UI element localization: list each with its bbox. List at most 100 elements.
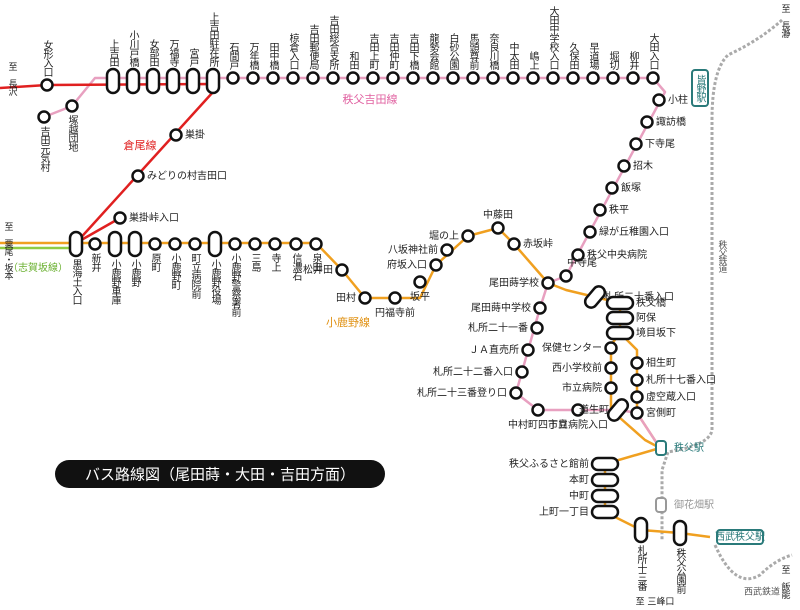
stop-marker <box>40 78 54 92</box>
stop-label: 中村町四丁目 <box>508 418 568 431</box>
stop-label: 小柱 <box>668 93 688 106</box>
stop-marker <box>226 71 240 85</box>
stop-label: 女形入口 <box>41 39 53 77</box>
stop-marker <box>672 519 688 547</box>
stop-label: ＪＡ直売所 <box>469 343 519 356</box>
stop-label: 和田 <box>347 51 359 70</box>
station-label: 秩父駅 <box>674 442 704 454</box>
stop-label: 坂平 <box>410 291 430 303</box>
stop-label: 秩父中央病院 <box>587 248 647 261</box>
stop-marker <box>309 237 323 251</box>
stop-label: 吉田郵便局 <box>307 24 319 71</box>
stop-marker <box>630 390 644 404</box>
stop-label: 札所二十一番 <box>468 321 528 334</box>
stop-label: 尾田蒔学校 <box>489 276 539 289</box>
station-label: 皆野駅 <box>694 74 706 103</box>
line-label: 倉尾線 <box>124 138 157 152</box>
stop-label: 万年橋 <box>247 42 259 71</box>
direction: 至 長沢 <box>7 62 18 97</box>
stop-marker <box>169 128 183 142</box>
stop-label: 新井 <box>89 252 101 273</box>
stop-label: 万福寺 <box>167 39 179 67</box>
stop-label: 松井田 <box>303 263 333 276</box>
stop-label: 原町 <box>149 253 161 272</box>
stop-label: 尾田蒔中学校 <box>471 301 531 314</box>
stop-label: 信濃石 <box>290 253 302 281</box>
stop-marker <box>566 71 580 85</box>
stop-marker <box>131 169 145 183</box>
stop-marker <box>289 237 303 251</box>
stop-label: 円福寺前 <box>375 306 415 319</box>
stop-marker <box>590 472 620 488</box>
stop-marker <box>546 71 560 85</box>
stop-marker <box>652 93 666 107</box>
stop-marker <box>515 365 529 379</box>
stop-marker <box>617 159 631 173</box>
stop-label: 小鹿野町 <box>169 253 181 290</box>
stop-marker <box>605 325 635 341</box>
stop-label: 吉田下橋 <box>407 33 419 71</box>
stop-label: 堀切 <box>607 51 619 71</box>
stop-label: 下寺尾 <box>645 138 675 150</box>
stop-marker <box>626 71 640 85</box>
stop-label: 宮戸 <box>187 47 199 68</box>
stop-label: 飯塚 <box>621 181 641 194</box>
seibu-railway <box>713 544 793 581</box>
stop-label: 西小学校前 <box>552 361 602 374</box>
stop-marker <box>266 71 280 85</box>
stop-marker <box>148 237 162 251</box>
stop-marker <box>604 341 618 355</box>
stop-label: 上吉田駐在所 <box>207 12 219 68</box>
stop-marker <box>358 291 372 305</box>
stop-label: 札所二十二番入口 <box>433 365 513 378</box>
stop-label: 秩平 <box>609 204 629 216</box>
line-label: 小鹿野線 <box>326 315 370 329</box>
line-label: 秩父吉田線 <box>343 92 398 106</box>
stop-label: 札所十三番 <box>635 544 647 592</box>
stop-marker <box>630 356 644 370</box>
stop-marker <box>526 71 540 85</box>
stop-label: 府坂入口 <box>387 258 427 271</box>
stop-label: 小鹿野役場 <box>209 259 221 306</box>
stop-marker <box>606 398 630 422</box>
stop-marker <box>37 110 51 124</box>
stop-marker <box>205 67 221 95</box>
stop-label: 中太田 <box>507 41 519 70</box>
stop-marker <box>68 230 84 258</box>
stop-marker <box>125 67 141 95</box>
stop-marker <box>605 310 635 326</box>
stop-marker <box>630 373 644 387</box>
stop-marker <box>246 71 260 85</box>
stop-marker <box>88 237 102 251</box>
stop-label: 吉田仲町 <box>387 33 399 70</box>
stop-marker <box>413 275 427 289</box>
stop-label: 札所十七番入口 <box>646 373 716 386</box>
stop-label: 宮側町 <box>646 406 676 419</box>
stop-label: 田中橋 <box>267 42 279 71</box>
stop-label: 早道場 <box>587 42 599 71</box>
railway-label: 秩父鉄道 <box>717 240 728 274</box>
stop-label: 相生町 <box>646 356 676 369</box>
direction: 至 三峰口 <box>636 597 675 608</box>
stop-marker <box>583 285 607 309</box>
stop-label: 吉田元気村 <box>38 126 50 172</box>
stop-marker <box>440 243 454 257</box>
title-box <box>55 460 385 488</box>
stop-marker <box>646 71 660 85</box>
stop-marker <box>629 137 643 151</box>
stop-marker <box>606 71 620 85</box>
stop-marker <box>491 221 505 235</box>
stop-marker <box>604 381 618 395</box>
stop-label: 小鹿野警察署前 <box>229 253 241 318</box>
stop-label: 巣掛峠入口 <box>129 211 179 224</box>
stop-marker <box>388 291 402 305</box>
stop-marker <box>346 71 360 85</box>
stop-marker <box>406 71 420 85</box>
stop-marker <box>185 67 201 95</box>
stop-label: 市立病院 <box>562 381 602 394</box>
stop-marker <box>446 71 460 85</box>
stop-marker <box>590 504 620 520</box>
stop-label: 秩父公園前 <box>674 548 686 595</box>
stop-label: 田村 <box>336 291 356 304</box>
stop-marker <box>630 406 644 420</box>
